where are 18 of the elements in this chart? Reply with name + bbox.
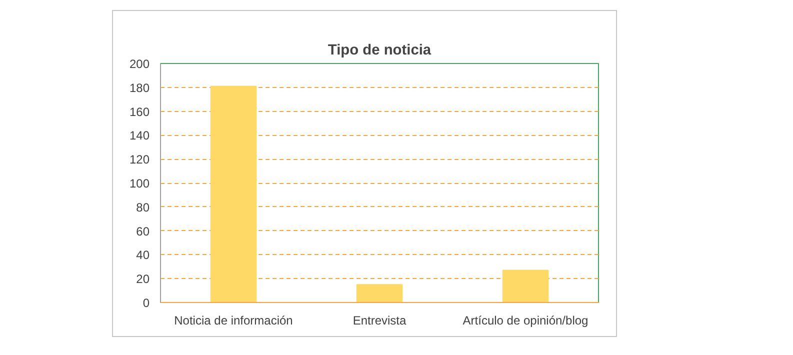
y-tick-label: 180: [129, 80, 150, 95]
bar: [210, 86, 257, 302]
y-tick-label: 140: [129, 128, 150, 143]
y-tick-label: 40: [136, 248, 150, 262]
y-tick-label: 20: [136, 272, 150, 286]
chart-title: Tipo de noticia: [328, 42, 432, 58]
x-tick-label: Noticia de información: [174, 314, 293, 328]
y-tick-label: 200: [129, 57, 150, 71]
x-tick-label: Artículo de opinión/blog: [462, 314, 588, 328]
y-tick-label: 100: [129, 176, 150, 190]
y-tick-label: 160: [129, 104, 150, 119]
y-tick-label: 60: [136, 224, 150, 238]
bar: [502, 270, 549, 302]
y-tick-label: 120: [129, 152, 150, 167]
bar: [356, 284, 403, 302]
y-tick-label: 80: [136, 200, 150, 214]
y-tick-label: 0: [142, 296, 150, 310]
x-tick-label: Entrevista: [352, 314, 407, 328]
